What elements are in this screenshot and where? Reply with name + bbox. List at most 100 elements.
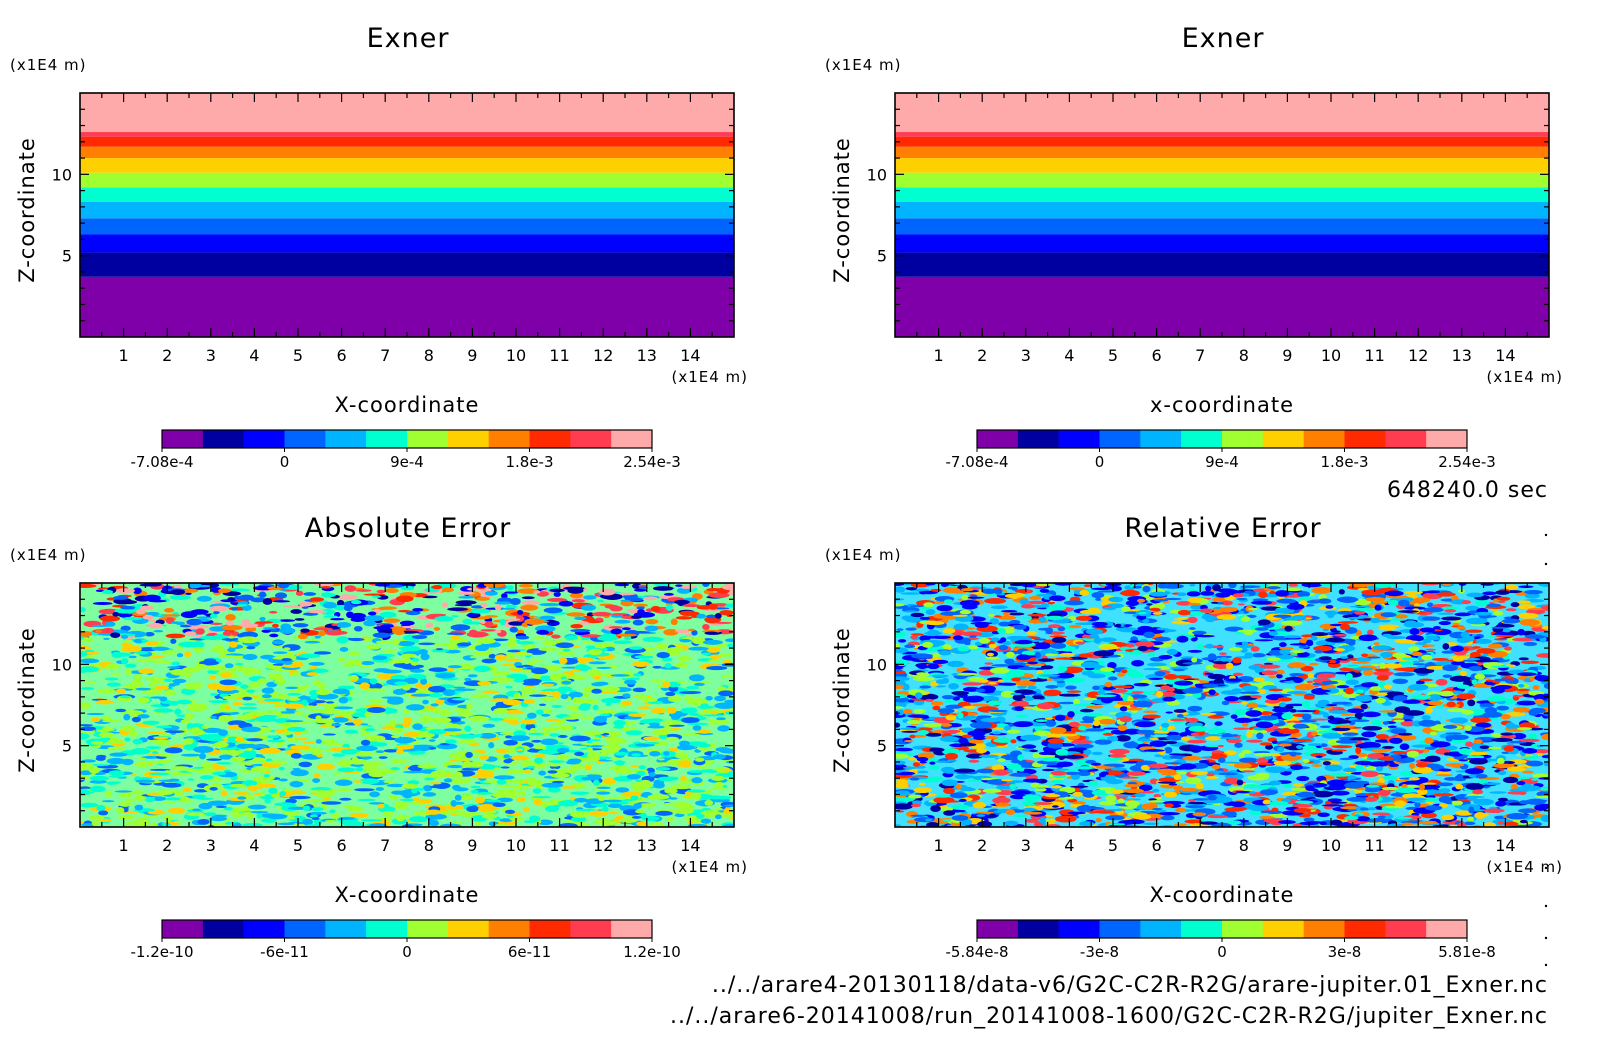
noise-blob [225, 620, 234, 626]
x-tick-label: 14 [680, 836, 700, 855]
noise-blob [190, 625, 209, 629]
noise-blob [1102, 686, 1116, 691]
noise-blob [477, 680, 491, 686]
noise-blob [252, 792, 262, 796]
noise-blob [492, 802, 506, 807]
noise-blob [582, 640, 596, 644]
noise-blob [910, 633, 924, 636]
noise-blob [1532, 685, 1540, 690]
noise-blob [927, 663, 940, 670]
noise-blob [664, 787, 678, 794]
noise-blob [1075, 622, 1095, 626]
noise-blob [210, 765, 227, 771]
noise-blob [501, 593, 508, 599]
x-tick-label: 11 [549, 836, 569, 855]
noise-blob [633, 803, 643, 810]
noise-blob [1345, 775, 1357, 780]
noise-blob [354, 788, 375, 792]
noise-blob [185, 592, 192, 596]
noise-blob [550, 723, 562, 726]
noise-blob [573, 675, 587, 681]
y-unit-label: (x1E4 m) [10, 546, 87, 564]
noise-blob [124, 639, 133, 642]
noise-blob [201, 727, 223, 733]
noise-blob [940, 723, 953, 727]
noise-blob [543, 607, 563, 614]
noise-blob [83, 651, 101, 655]
noise-blob [1460, 631, 1470, 638]
noise-blob [636, 706, 652, 709]
noise-blob [575, 808, 597, 812]
noise-blob [283, 664, 301, 668]
noise-blob [164, 730, 185, 734]
chart-title: Absolute Error [305, 513, 511, 544]
noise-blob [371, 742, 388, 747]
noise-blob [1165, 731, 1180, 736]
noise-blob [323, 733, 336, 736]
noise-blob [369, 678, 378, 685]
x-tick-label: 2 [162, 836, 172, 855]
noise-blob [169, 594, 191, 600]
noise-blob [465, 751, 473, 759]
noise-blob [1524, 593, 1540, 599]
noise-blob [454, 810, 469, 816]
noise-blob [1429, 731, 1438, 736]
noise-blob [387, 659, 408, 664]
noise-blob [454, 603, 472, 607]
noise-blob [314, 635, 321, 639]
noise-blob [588, 661, 607, 665]
noise-blob [652, 665, 662, 669]
noise-blob [364, 704, 387, 709]
noise-blob [510, 598, 521, 606]
noise-blob [1289, 709, 1297, 713]
noise-blob [1109, 780, 1124, 783]
noise-blob [1164, 746, 1173, 754]
noise-blob [394, 681, 409, 686]
noise-blob [106, 781, 121, 785]
noise-blob [551, 634, 561, 639]
noise-blob [238, 594, 255, 601]
noise-blob [222, 695, 238, 700]
noise-blob [1224, 626, 1244, 632]
x-tick-label: 13 [1452, 346, 1472, 365]
noise-blob [1015, 714, 1029, 719]
noise-blob [350, 616, 366, 623]
noise-blob [571, 599, 585, 603]
noise-blob [1426, 602, 1434, 608]
noise-blob [376, 589, 386, 594]
noise-blob [1494, 638, 1508, 641]
noise-blob [711, 786, 726, 790]
noise-blob [186, 812, 206, 817]
noise-blob [561, 680, 572, 685]
noise-blob [292, 623, 309, 628]
noise-blob [451, 784, 461, 790]
noise-blob [642, 636, 664, 643]
noise-blob [688, 628, 696, 632]
noise-blob [112, 611, 120, 617]
noise-blob [443, 778, 453, 783]
noise-blob [1378, 627, 1397, 631]
noise-blob [161, 614, 181, 617]
colorbar-tick-label: 0 [402, 943, 412, 961]
noise-blob [574, 751, 585, 756]
contour-band [895, 234, 1549, 253]
noise-blob [527, 779, 544, 786]
noise-blob [309, 597, 325, 602]
noise-blob [156, 754, 176, 757]
noise-blob [951, 690, 970, 696]
noise-blob [942, 644, 952, 650]
noise-blob [723, 807, 732, 815]
noise-blob [105, 663, 120, 670]
noise-blob [259, 654, 276, 660]
noise-blob [295, 737, 309, 741]
noise-blob [361, 732, 369, 736]
noise-blob [664, 662, 672, 669]
noise-blob [191, 794, 206, 799]
noise-blob [1097, 590, 1116, 593]
noise-blob [375, 787, 385, 791]
noise-blob [290, 672, 301, 676]
noise-blob [665, 604, 673, 612]
noise-blob [917, 770, 929, 774]
noise-blob [89, 785, 106, 793]
noise-blob [645, 618, 659, 625]
